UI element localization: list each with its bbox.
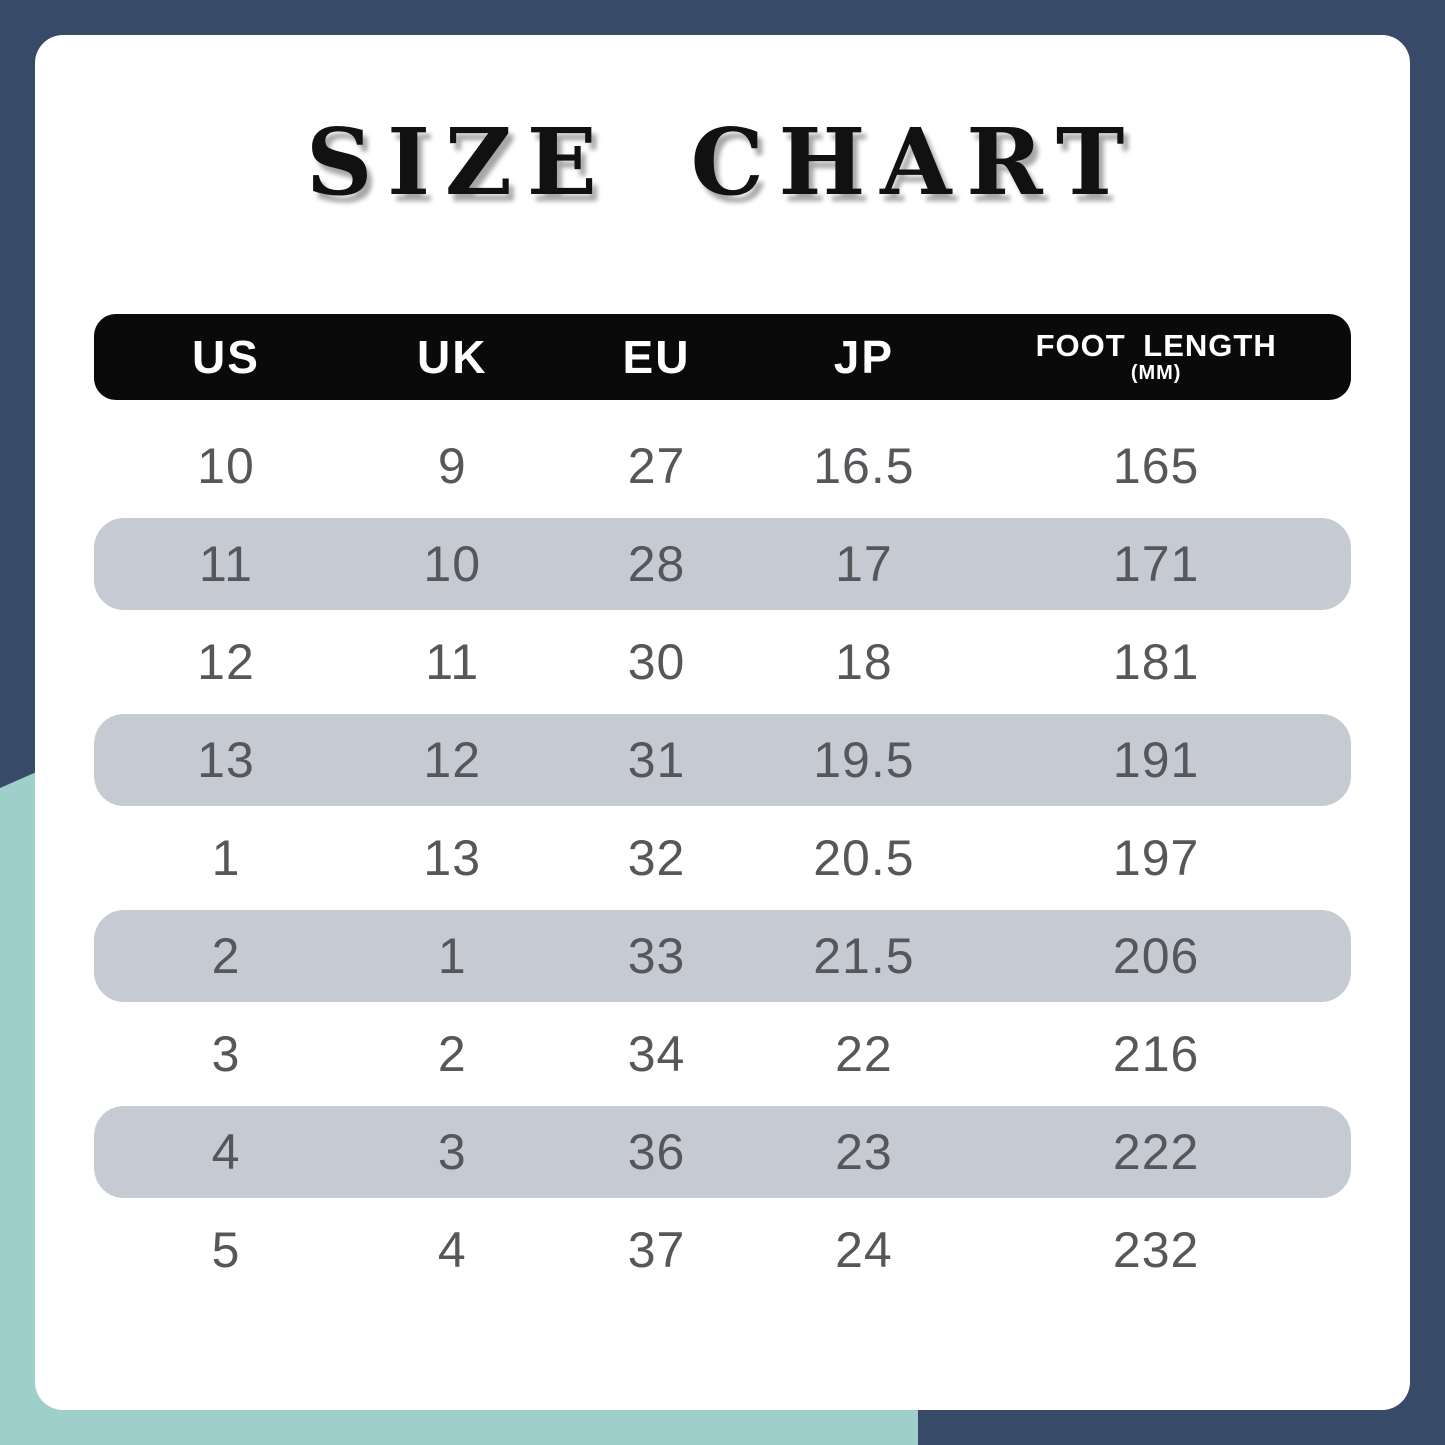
size-chart-card: SIZE CHART US UK EU JP FOOT LENGTH (MM) … <box>35 35 1410 1410</box>
cell-us: 13 <box>197 731 255 788</box>
cell-us: 2 <box>211 927 241 984</box>
cell-jp: 22 <box>835 1025 893 1082</box>
cell-foot-length: 222 <box>1112 1123 1200 1180</box>
cell-us: 12 <box>197 633 255 690</box>
cell-eu: 33 <box>627 927 686 984</box>
cell-jp: 20.5 <box>813 829 915 886</box>
cell-foot-length: 206 <box>1112 927 1200 984</box>
cell-foot-length: 171 <box>1112 535 1200 592</box>
table-rows: 10 9 27 16.5 165 11 10 28 17 171 12 11 3… <box>94 420 1351 1296</box>
cell-eu: 34 <box>627 1025 686 1082</box>
foot-length-label: FOOT LENGTH <box>1035 328 1277 364</box>
cell-jp: 17 <box>835 535 893 592</box>
cell-uk: 12 <box>423 731 482 788</box>
table-row: 5 4 37 24 232 <box>94 1204 1351 1296</box>
cell-foot-length: 197 <box>1112 829 1200 886</box>
cell-eu: 28 <box>627 535 686 592</box>
cell-us: 1 <box>211 829 241 886</box>
cell-jp: 19.5 <box>813 731 915 788</box>
cell-eu: 30 <box>627 633 686 690</box>
cell-jp: 23 <box>835 1123 893 1180</box>
size-table: US UK EU JP FOOT LENGTH (MM) 10 9 27 16.… <box>94 313 1351 1296</box>
cell-eu: 36 <box>627 1123 686 1180</box>
cell-uk: 2 <box>437 1025 467 1082</box>
cell-us: 11 <box>199 535 253 592</box>
cell-foot-length: 232 <box>1112 1221 1200 1278</box>
page-title: SIZE CHART <box>305 108 1139 216</box>
cell-us: 4 <box>211 1123 241 1180</box>
cell-us: 10 <box>197 437 255 494</box>
cell-us: 3 <box>211 1025 241 1082</box>
table-header-bar: US UK EU JP FOOT LENGTH (MM) <box>94 313 1351 400</box>
cell-us: 5 <box>211 1221 241 1278</box>
cell-uk: 11 <box>425 633 480 690</box>
cell-jp: 18 <box>835 633 893 690</box>
table-row: 2 1 33 21.5 206 <box>94 909 1351 1002</box>
cell-foot-length: 216 <box>1112 1025 1200 1082</box>
cell-eu: 31 <box>627 731 686 788</box>
header-cell-us: US <box>192 330 260 383</box>
table-row: 10 9 27 16.5 165 <box>94 420 1351 512</box>
foot-length-unit: (MM) <box>1130 361 1182 384</box>
header-cell-uk: UK <box>417 330 488 383</box>
cell-foot-length: 181 <box>1112 633 1200 690</box>
table-row: 13 12 31 19.5 191 <box>94 713 1351 806</box>
cell-uk: 13 <box>423 829 482 886</box>
table-row: 3 2 34 22 216 <box>94 1008 1351 1100</box>
table-row: 12 11 30 18 181 <box>94 616 1351 708</box>
table-row: 11 10 28 17 171 <box>94 517 1351 610</box>
cell-foot-length: 191 <box>1112 731 1200 788</box>
table-row: 4 3 36 23 222 <box>94 1105 1351 1198</box>
cell-uk: 9 <box>437 437 467 494</box>
cell-uk: 10 <box>423 535 482 592</box>
cell-jp: 16.5 <box>813 437 915 494</box>
cell-jp: 21.5 <box>813 927 915 984</box>
cell-eu: 27 <box>627 437 686 494</box>
cell-eu: 32 <box>627 829 686 886</box>
cell-uk: 1 <box>437 927 467 984</box>
header-cell-jp: JP <box>833 330 895 383</box>
table-row: 1 13 32 20.5 197 <box>94 812 1351 904</box>
cell-foot-length: 165 <box>1112 437 1200 494</box>
cell-uk: 4 <box>437 1221 467 1278</box>
header-cell-foot-length: FOOT LENGTH (MM) <box>961 328 1351 384</box>
cell-uk: 3 <box>437 1123 467 1180</box>
cell-jp: 24 <box>835 1221 893 1278</box>
header-cell-eu: EU <box>622 330 691 383</box>
cell-eu: 37 <box>627 1221 686 1278</box>
